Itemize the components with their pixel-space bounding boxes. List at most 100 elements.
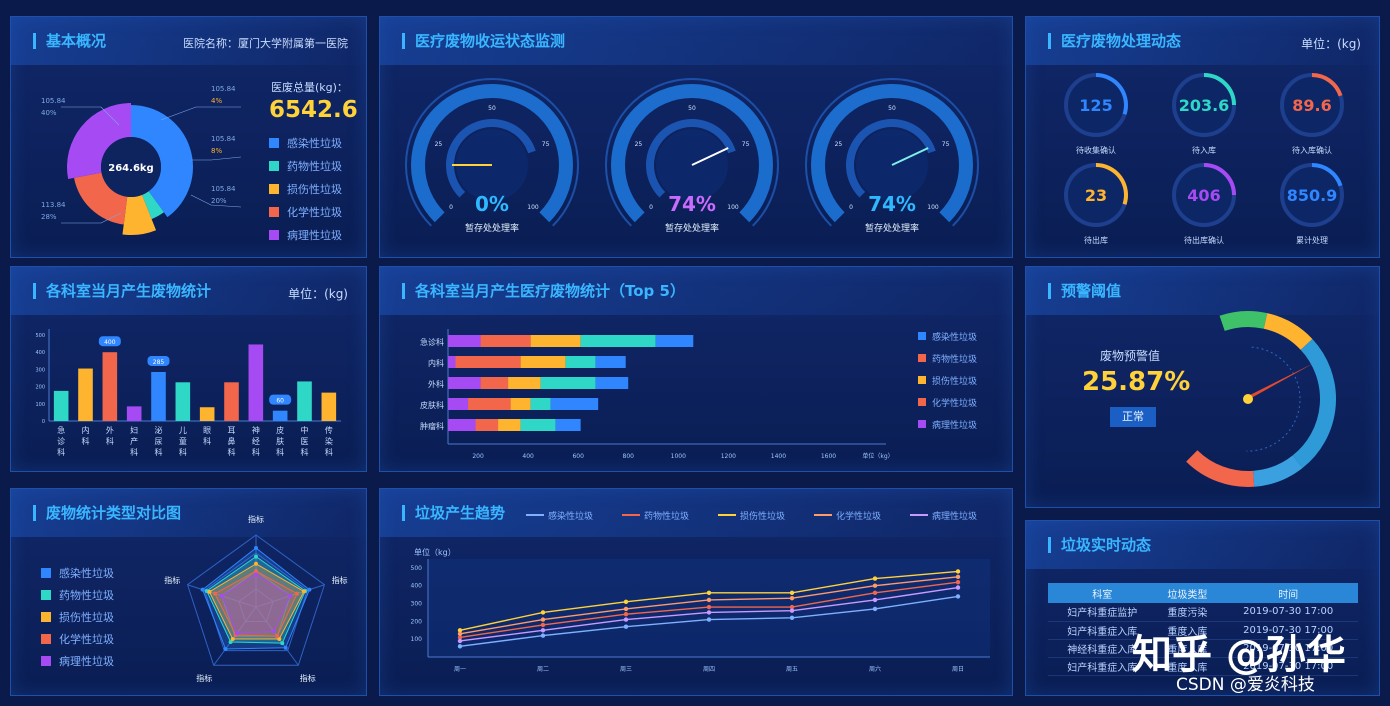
radar-point <box>254 561 258 566</box>
bar-segment <box>498 419 521 431</box>
legend-item[interactable]: 化学性垃圾 <box>814 509 881 522</box>
bar-segment <box>448 356 456 368</box>
gauge-band <box>411 84 573 223</box>
radar-series <box>208 563 305 640</box>
status-badge[interactable]: 正常 <box>1110 407 1156 427</box>
legend-item[interactable]: 化学性垃圾 <box>269 204 342 220</box>
ring-label: 待收集确认 <box>1076 145 1116 155</box>
gauge-value: 74% <box>868 192 916 216</box>
radar-grid <box>221 570 291 637</box>
series-point <box>457 644 463 649</box>
table-header: 时间 <box>1218 583 1358 603</box>
callout-line <box>160 106 241 121</box>
radar-point <box>234 631 239 636</box>
panel-title: 废物统计类型对比图 <box>33 505 181 521</box>
legend-item[interactable]: 损伤性垃圾 <box>41 609 114 625</box>
bar-segment <box>448 419 476 431</box>
legend-item[interactable]: 感染性垃圾 <box>269 135 342 151</box>
x-tick-label: 皮 <box>276 425 284 435</box>
callout-value: 105.84 <box>211 185 236 193</box>
x-tick-label: 周一 <box>454 666 466 673</box>
legend-item[interactable]: 损伤性垃圾 <box>718 509 785 522</box>
table-row[interactable]: 妇产科重症入库 重度入库 2019-07-30 17:00 <box>1048 621 1358 640</box>
x-tick-label: 1000 <box>671 453 686 460</box>
x-tick-label: 600 <box>572 453 584 460</box>
x-tick-label: 医 <box>301 437 309 446</box>
series-point <box>457 628 463 633</box>
table-header: 垃圾类型 <box>1156 583 1219 603</box>
legend-item[interactable]: 药物性垃圾 <box>622 509 689 522</box>
legend-item[interactable]: 病理性垃圾 <box>910 509 977 522</box>
bar-segment <box>475 419 499 431</box>
legend-label: 感染性垃圾 <box>59 567 114 580</box>
table-cell: 妇产科重症入库 <box>1048 657 1157 676</box>
gauge-panel: 医疗废物收运状态监测 0 25 50 75 100 0% 暂存处处理率 0 25 50 75 100 7… <box>379 16 1013 258</box>
legend-item[interactable]: 感染性垃圾 <box>41 565 114 581</box>
legend-item[interactable]: 药物性垃圾 <box>41 587 114 603</box>
gauge-band <box>611 84 773 223</box>
x-tick-label: 周六 <box>869 665 881 673</box>
ring-value: 89.6 <box>1292 96 1331 115</box>
warning-gauge <box>1186 311 1336 487</box>
table-row[interactable]: 妇产科重症入库 重度入库 2019-07-30 17:00 <box>1048 657 1358 676</box>
legend-item[interactable]: 病理性垃圾 <box>269 227 342 243</box>
panel-title: 医疗废物处理动态 <box>1048 33 1181 49</box>
legend-swatch <box>41 634 51 644</box>
x-tick-label: 科 <box>106 436 114 446</box>
table-cell: 2019-07-30 17:00 <box>1218 603 1358 622</box>
panel-header <box>1026 17 1379 65</box>
table-row[interactable]: 妇产科重症监护 重度污染 2019-07-30 17:00 <box>1048 603 1358 622</box>
x-tick-label: 1600 <box>821 453 836 460</box>
legend-label: 损伤性垃圾 <box>740 512 786 522</box>
hospital-name: 医院名称：厦门大学附属第一医院 <box>183 37 348 50</box>
callout-value: 105.84 <box>211 135 236 143</box>
bar <box>102 352 118 421</box>
donut-slice <box>74 172 128 225</box>
y-tick-label: 皮肤科 <box>420 400 444 410</box>
x-tick-label: 妇 <box>130 425 138 435</box>
legend-label: 药物性垃圾 <box>932 353 977 365</box>
gauge-tick-label: 50 <box>688 105 696 112</box>
x-tick-label: 眼 <box>203 426 211 435</box>
callout-percent: 28% <box>41 213 57 221</box>
x-tick-label: 200 <box>472 453 484 460</box>
bar-segment <box>530 335 581 347</box>
basic-panel: 基本概况 医院名称：厦门大学附属第一医院 264.6kg 105.84 40% 105… <box>10 16 367 258</box>
legend-swatch <box>269 230 279 240</box>
radar-point <box>275 634 280 639</box>
legend-item[interactable]: 病理性垃圾 <box>41 653 114 669</box>
panel-header <box>1026 521 1379 569</box>
legend-item[interactable]: 化学性垃圾 <box>41 631 114 647</box>
y-tick-label: 外科 <box>428 379 444 389</box>
total-value: 6542.6 <box>269 97 358 123</box>
trend-panel: 垃圾产生趋势 感染性垃圾 药物性垃圾 损伤性垃圾 化学性垃圾 病理性垃圾 单位（kg） … <box>379 488 1013 696</box>
warning-needle <box>1244 363 1314 402</box>
bar <box>151 371 166 421</box>
panel-header <box>380 17 1012 65</box>
legend-swatch <box>269 138 279 148</box>
x-tick-label: 科 <box>130 447 138 457</box>
bar-segment <box>468 398 511 410</box>
legend-item[interactable]: 损伤性垃圾 <box>269 181 342 197</box>
donut-center-label: 264.6kg <box>108 163 153 174</box>
bar-segment <box>480 377 509 389</box>
ring-label: 待入库确认 <box>1292 145 1332 155</box>
x-tick-label: 周二 <box>537 666 549 673</box>
bar <box>224 382 239 421</box>
radar-point <box>280 641 285 646</box>
radar-axis-label: 指标 <box>300 673 316 683</box>
donut-slice <box>142 191 164 220</box>
donut-slice <box>67 103 131 179</box>
y-tick-label: 300 <box>35 367 45 373</box>
legend-swatch <box>41 612 51 622</box>
table-row[interactable]: 神经科重症入库 重度入库 2019-07-30 17:00 <box>1048 639 1358 658</box>
legend-line-marker <box>526 514 544 516</box>
legend-line-marker <box>814 514 832 516</box>
x-tick-label: 中 <box>301 425 309 435</box>
legend-item[interactable]: 感染性垃圾 <box>526 509 593 522</box>
legend-item[interactable]: 药物性垃圾 <box>269 158 342 174</box>
gauge-value: 74% <box>668 192 716 216</box>
series-point <box>706 617 712 622</box>
gauge-outer-ring <box>605 78 779 227</box>
gauge-tick-label: 75 <box>742 141 750 148</box>
